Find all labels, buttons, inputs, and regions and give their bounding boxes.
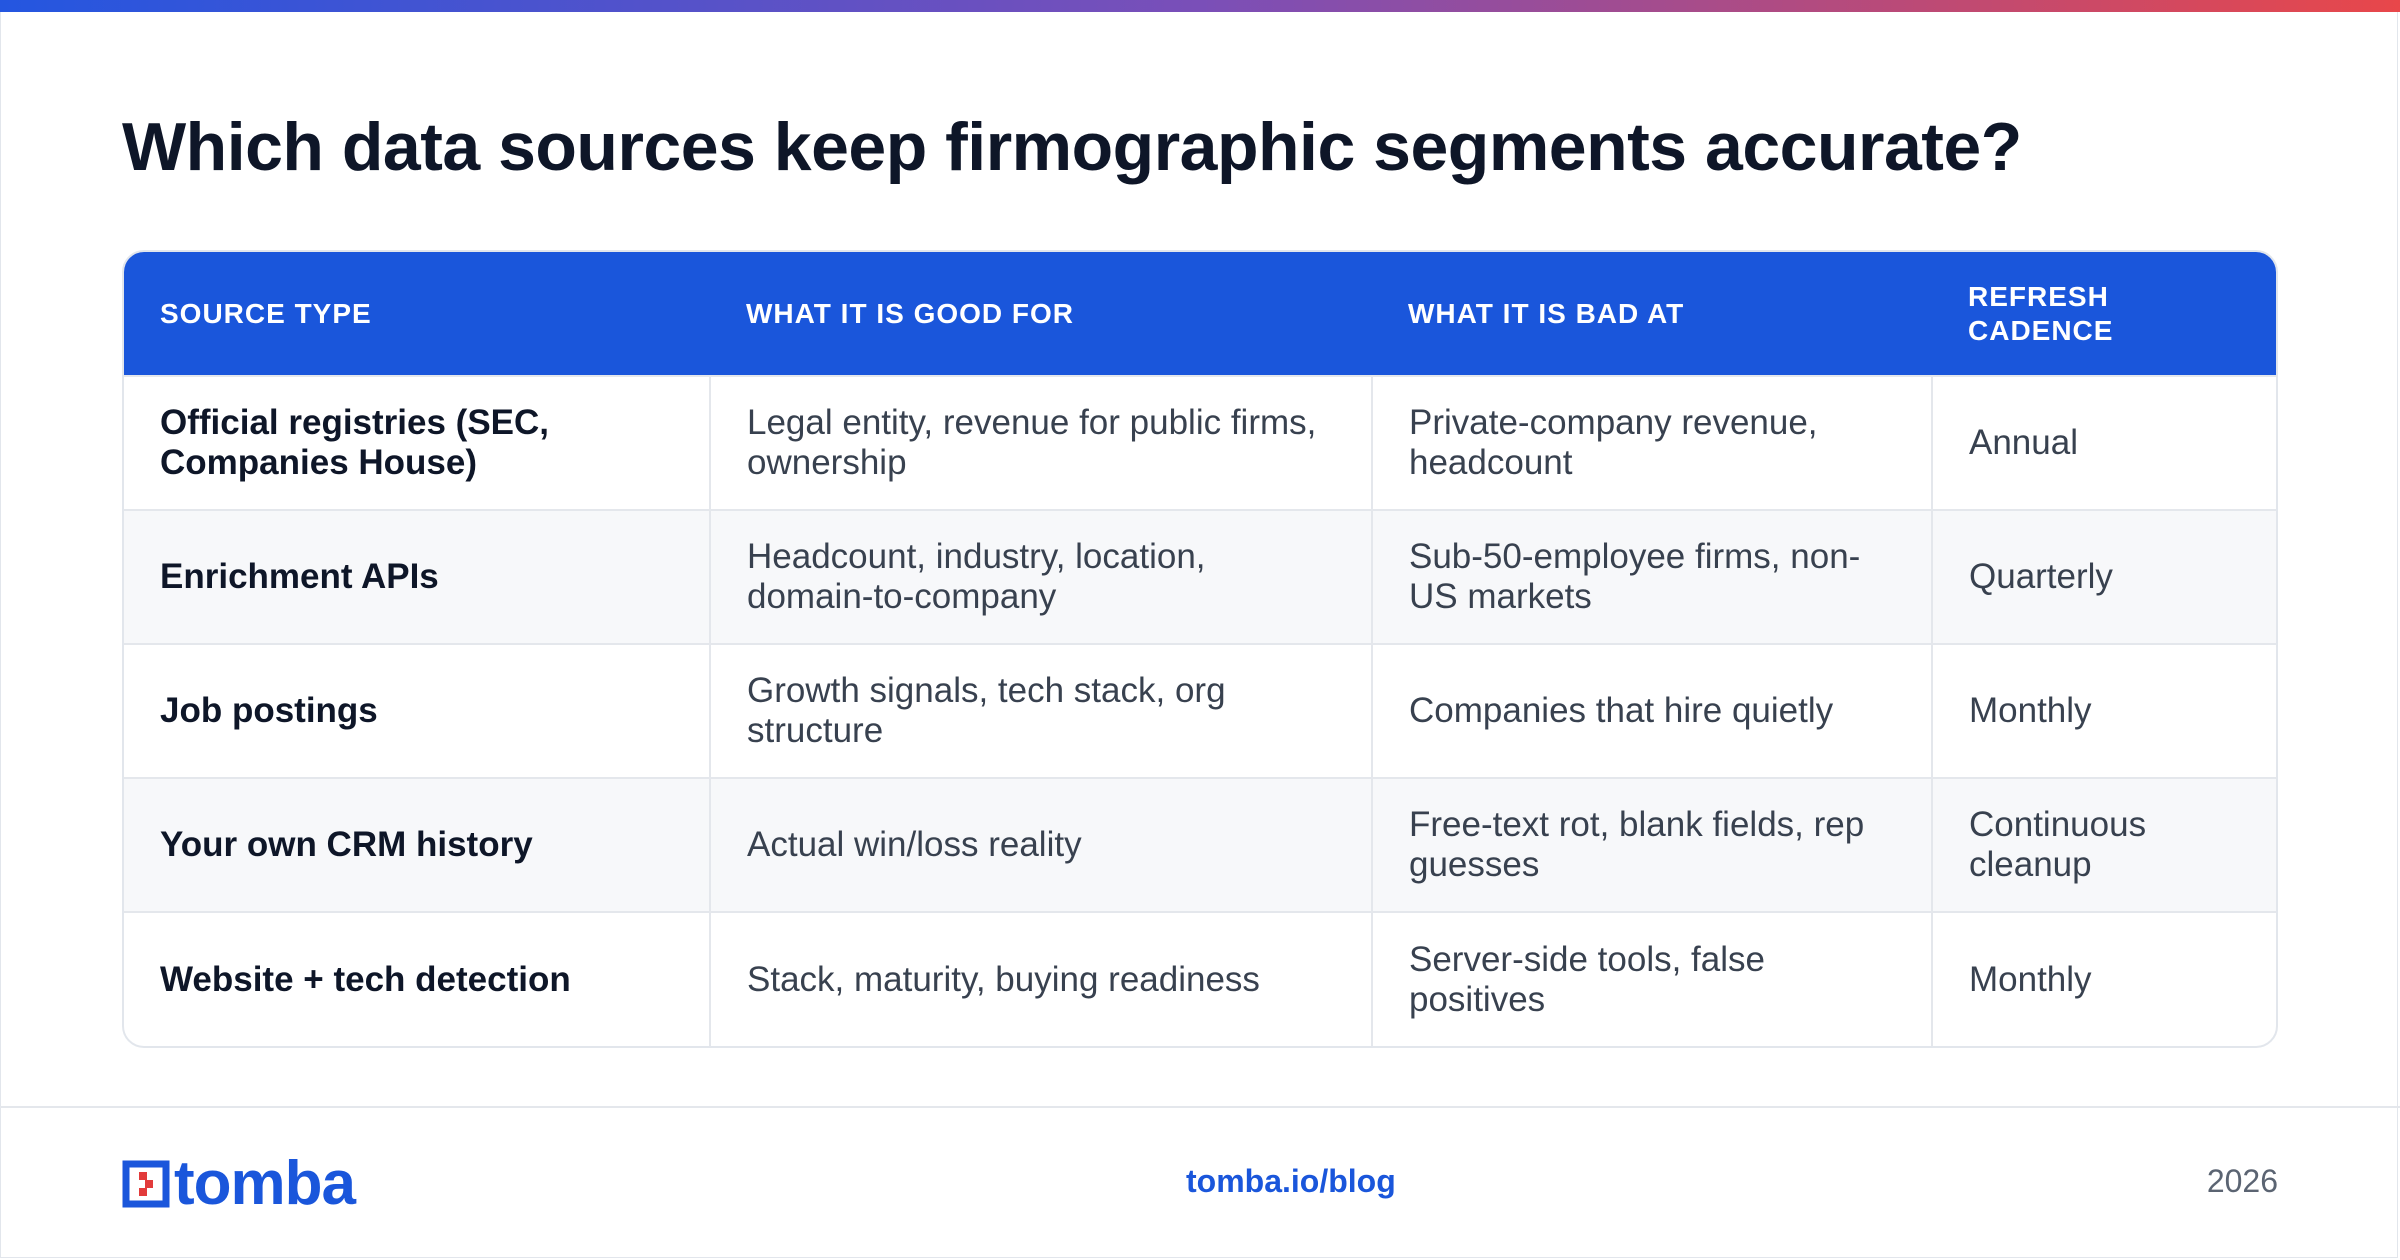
cell-source-type: Job postings — [124, 643, 710, 778]
cell-bad-at: Private-company revenue, headcount — [1371, 375, 1932, 510]
cell-good-for: Headcount, industry, location, domain-to… — [709, 509, 1372, 644]
cell-good-for: Actual win/loss reality — [709, 777, 1372, 912]
table-header-row: SOURCE TYPE WHAT IT IS GOOD FOR WHAT IT … — [124, 252, 2276, 376]
cell-bad-at: Companies that hire quietly — [1371, 643, 1932, 778]
table-row: Enrichment APIs Headcount, industry, loc… — [124, 509, 2276, 644]
cell-good-for: Growth signals, tech stack, org structur… — [709, 643, 1372, 778]
cell-good-for: Stack, maturity, buying readiness — [709, 911, 1372, 1046]
column-header-source-type: SOURCE TYPE — [160, 297, 372, 329]
top-gradient-bar — [0, 0, 2400, 12]
table-row: Your own CRM history Actual win/loss rea… — [124, 777, 2276, 912]
column-header-good-for: WHAT IT IS GOOD FOR — [746, 297, 1075, 329]
cell-refresh-cadence: Monthly — [1931, 911, 2276, 1046]
cell-refresh-cadence: Monthly — [1931, 643, 2276, 778]
blog-link[interactable]: tomba.io/blog — [1186, 1163, 1396, 1199]
footer-year: 2026 — [2206, 1163, 2278, 1199]
table-row: Official registries (SEC, Companies Hous… — [124, 375, 2276, 510]
brand-wordmark: tomba — [174, 1149, 356, 1218]
cell-bad-at: Sub-50-employee firms, non-US markets — [1371, 509, 1932, 644]
table-row: Job postings Growth signals, tech stack,… — [124, 643, 2276, 778]
cell-refresh-cadence: Quarterly — [1931, 509, 2276, 644]
brand-logo: tomba — [122, 1149, 356, 1218]
table-row: Website + tech detection Stack, maturity… — [124, 911, 2276, 1046]
cell-refresh-cadence: Annual — [1931, 375, 2276, 510]
cell-bad-at: Free-text rot, blank fields, rep guesses — [1371, 777, 1932, 912]
cell-source-type: Website + tech detection — [124, 911, 710, 1046]
page-title: Which data sources keep firmographic seg… — [122, 109, 2022, 185]
column-header-bad-at: WHAT IT IS BAD AT — [1408, 297, 1685, 329]
column-header-refresh-cadence: REFRESH CADENCE — [1968, 280, 2114, 346]
cell-source-type: Official registries (SEC, Companies Hous… — [124, 375, 710, 510]
cell-bad-at: Server-side tools, false positives — [1371, 911, 1932, 1046]
cell-source-type: Your own CRM history — [124, 777, 710, 912]
data-sources-table: SOURCE TYPE WHAT IT IS GOOD FOR WHAT IT … — [122, 250, 2278, 1048]
tomba-logo-icon — [122, 1160, 170, 1208]
cell-refresh-cadence: Continuous cleanup — [1931, 777, 2276, 912]
cell-source-type: Enrichment APIs — [124, 509, 710, 644]
cell-good-for: Legal entity, revenue for public firms, … — [709, 375, 1372, 510]
footer-divider — [0, 1106, 2400, 1108]
